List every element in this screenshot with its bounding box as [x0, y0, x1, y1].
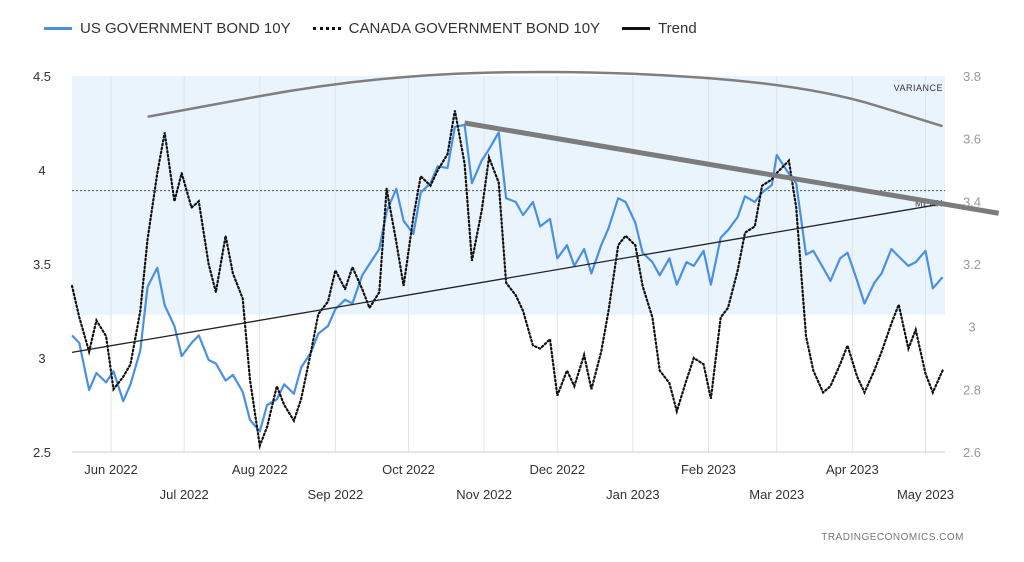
legend-label-us: US GOVERNMENT BOND 10Y	[80, 20, 291, 37]
x-tick-0: Jun 2022	[84, 462, 138, 477]
legend-item-canada[interactable]: CANADA GOVERNMENT BOND 10Y	[312, 20, 601, 37]
y-left-tick-0: 2.5	[33, 445, 51, 460]
y-right-tick-6: 3.8	[963, 69, 981, 84]
source-credit: TRADINGECONOMICS.COM	[821, 532, 964, 543]
x-tick-11: May 2023	[897, 487, 954, 502]
legend-swatch-canada	[312, 27, 341, 30]
y-right-tick-1: 2.8	[963, 382, 981, 397]
legend-item-us[interactable]: US GOVERNMENT BOND 10Y	[44, 20, 291, 37]
x-tick-9: Mar 2023	[749, 487, 804, 502]
y-left-tick-1: 3	[38, 351, 45, 366]
series-line-us-government-bond-10y	[71, 123, 944, 433]
y-left-tick-4: 4.5	[33, 69, 51, 84]
x-tick-7: Jan 2023	[606, 487, 660, 502]
y-right-tick-4: 3.4	[963, 194, 981, 209]
y-left-tick-2: 3.5	[33, 257, 51, 272]
legend-swatch-trend	[622, 27, 651, 30]
variance-arc	[147, 70, 943, 128]
y-right-tick-2: 3	[968, 320, 975, 335]
legend-swatch-us	[44, 27, 72, 30]
x-tick-1: Jul 2022	[160, 487, 209, 502]
declining-trendline	[464, 120, 1000, 216]
x-tick-2: Aug 2022	[232, 462, 288, 477]
x-tick-6: Dec 2022	[529, 462, 585, 477]
x-tick-4: Oct 2022	[382, 462, 435, 477]
x-tick-3: Sep 2022	[308, 487, 364, 502]
chart-legend: US GOVERNMENT BOND 10Y CANADA GOVERNMENT…	[44, 20, 719, 37]
series-line-trend	[71, 203, 943, 354]
variance-label: VARIANCE	[894, 83, 943, 93]
y-right-tick-3: 3.2	[963, 257, 981, 272]
legend-label-canada: CANADA GOVERNMENT BOND 10Y	[348, 20, 601, 37]
variance-band	[72, 76, 945, 315]
x-tick-10: Apr 2023	[826, 462, 879, 477]
legend-label-trend: Trend	[658, 20, 697, 37]
y-right-tick-0: 2.6	[963, 445, 981, 460]
y-left-tick-3: 4	[38, 163, 45, 178]
x-tick-8: Feb 2023	[681, 462, 736, 477]
legend-item-trend[interactable]: Trend	[622, 20, 697, 37]
x-tick-5: Nov 2022	[456, 487, 512, 502]
y-right-tick-5: 3.6	[963, 132, 981, 147]
series-line-canada-government-bond-10y	[70, 110, 944, 450]
